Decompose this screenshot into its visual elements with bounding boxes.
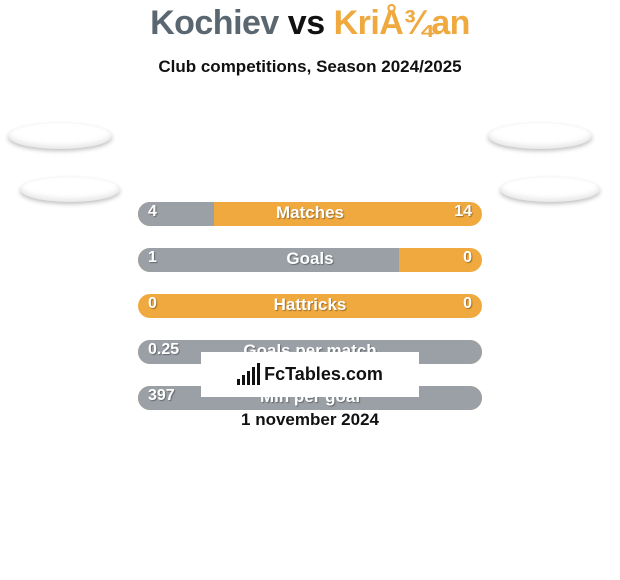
logo-text: FcTables.com — [264, 364, 383, 385]
stat-value-left: 1 — [148, 249, 157, 267]
avatar-ellipse — [8, 123, 112, 149]
stat-value-left: 4 — [148, 203, 157, 221]
stat-value-left: 0.25 — [148, 341, 179, 359]
fctables-logo: FcTables.com — [201, 352, 419, 397]
stat-row: Hattricks00 — [0, 294, 620, 322]
stat-value-right: 0 — [463, 249, 472, 267]
snapshot-date: 1 november 2024 — [0, 410, 620, 430]
player1-name: Kochiev — [150, 4, 279, 42]
avatar-ellipse — [20, 177, 120, 202]
comparison-canvas: Kochiev vs KriÅ¾an Club competitions, Se… — [0, 0, 620, 580]
player2-name: KriÅ¾an — [334, 4, 470, 42]
stat-value-right: 0 — [463, 295, 472, 313]
subtitle: Club competitions, Season 2024/2025 — [0, 57, 620, 77]
vs-separator: vs — [288, 4, 325, 42]
logo-bars-icon — [237, 365, 260, 385]
stat-value-right: 14 — [454, 203, 472, 221]
bar-left-fill — [138, 248, 399, 272]
stat-value-left: 0 — [148, 295, 157, 313]
page-title: Kochiev vs KriÅ¾an — [0, 0, 620, 43]
avatar-ellipse — [500, 177, 600, 202]
stat-row: Goals10 — [0, 248, 620, 276]
stat-value-left: 397 — [148, 387, 175, 405]
stat-row: Matches414 — [0, 202, 620, 230]
avatar-ellipse — [488, 123, 592, 149]
logo-inner: FcTables.com — [237, 364, 383, 385]
bar-track — [138, 294, 482, 318]
